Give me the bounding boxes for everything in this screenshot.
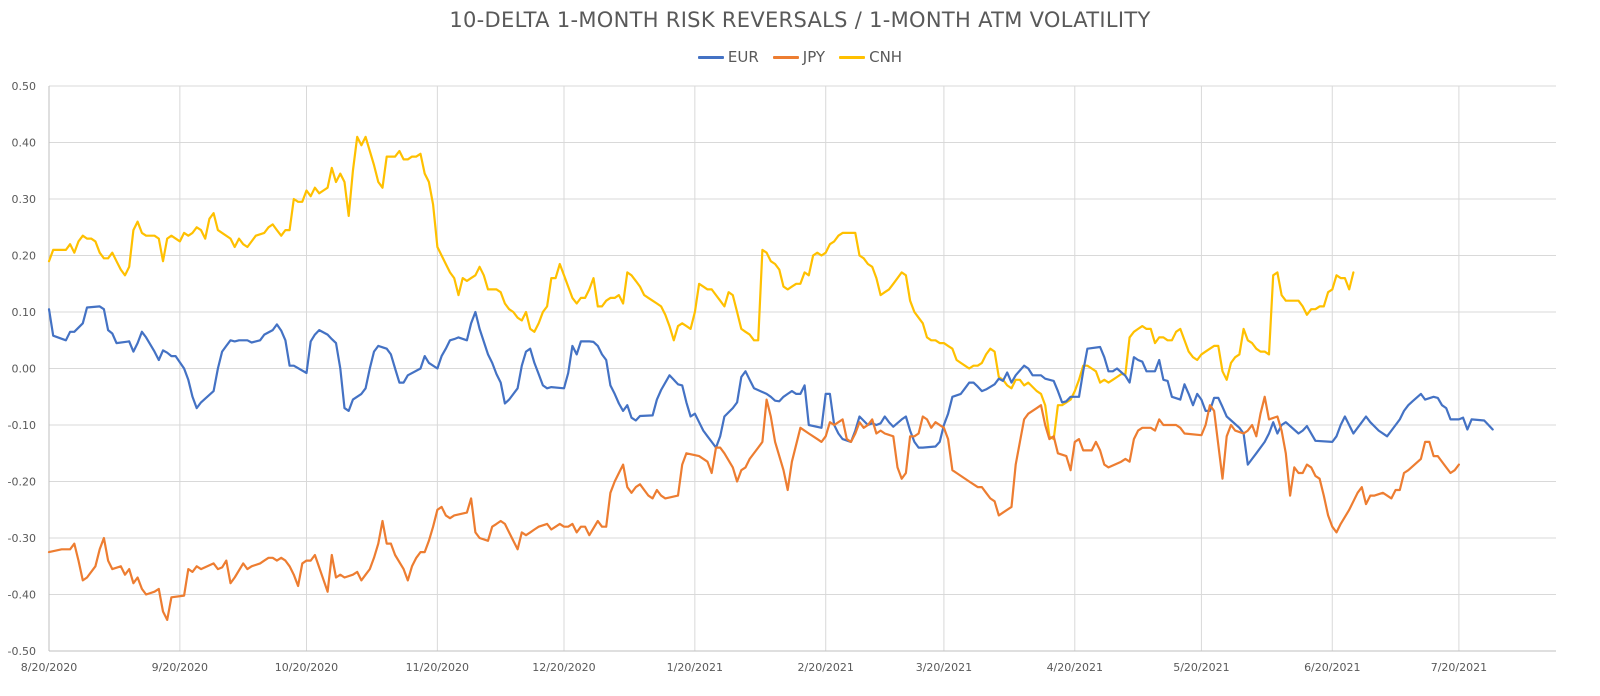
- series-lines: [47, 135, 1494, 621]
- y-tick-label: 0.20: [12, 250, 37, 263]
- y-tick-label: 0.00: [12, 363, 37, 376]
- y-tick-label: 0.50: [12, 80, 37, 93]
- legend-swatch-eur: [697, 55, 724, 59]
- x-tick-label: 1/20/2021: [667, 661, 723, 674]
- legend-swatch-cnh: [839, 55, 866, 59]
- legend-label-jpy: JPY: [802, 48, 826, 66]
- x-tick-label: 4/20/2021: [1047, 661, 1103, 674]
- y-tick-label: 0.30: [12, 193, 37, 206]
- y-tick-label: -0.20: [8, 476, 36, 489]
- horizontal-gridlines: [49, 85, 1556, 652]
- x-axis-ticks: 8/20/2020 9/20/2020 10/20/2020 11/20/2020 12…: [21, 661, 1487, 674]
- x-tick-label: 2/20/2021: [798, 661, 854, 674]
- x-tick-label: 12/20/2020: [532, 661, 595, 674]
- legend-item-jpy[interactable]: JPY: [772, 48, 826, 66]
- legend: EUR JPY CNH: [0, 48, 1600, 66]
- x-tick-label: 8/20/2020: [21, 661, 77, 674]
- y-tick-label: -0.30: [8, 532, 36, 545]
- legend-swatch-jpy: [772, 55, 799, 59]
- x-tick-label: 7/20/2021: [1431, 661, 1487, 674]
- y-tick-label: -0.10: [8, 419, 36, 432]
- y-tick-label: 0.10: [12, 306, 37, 319]
- legend-label-cnh: CNH: [869, 48, 903, 66]
- y-axis-ticks: -0.50 -0.40 -0.30 -0.20 -0.10 0.00 0.10 0.20 0.3…: [8, 80, 36, 658]
- y-tick-label: -0.40: [8, 589, 36, 602]
- y-tick-label: 0.40: [12, 137, 37, 150]
- x-tick-label: 10/20/2020: [275, 661, 338, 674]
- x-tick-label: 9/20/2020: [152, 661, 208, 674]
- y-tick-label: -0.50: [8, 645, 36, 658]
- axes: [48, 86, 1556, 652]
- x-tick-label: 11/20/2020: [406, 661, 469, 674]
- legend-label-eur: EUR: [727, 48, 759, 66]
- legend-item-eur[interactable]: EUR: [697, 48, 759, 66]
- chart-title: 10-DELTA 1-MONTH RISK REVERSALS / 1-MONT…: [449, 8, 1151, 32]
- series-line-cnh[interactable]: [47, 135, 1355, 441]
- series-line-eur[interactable]: [47, 305, 1494, 466]
- legend-item-cnh[interactable]: CNH: [839, 48, 902, 66]
- series-line-jpy[interactable]: [47, 395, 1460, 621]
- x-tick-label: 6/20/2021: [1304, 661, 1360, 674]
- x-tick-label: 5/20/2021: [1173, 661, 1229, 674]
- x-tick-label: 3/20/2021: [916, 661, 972, 674]
